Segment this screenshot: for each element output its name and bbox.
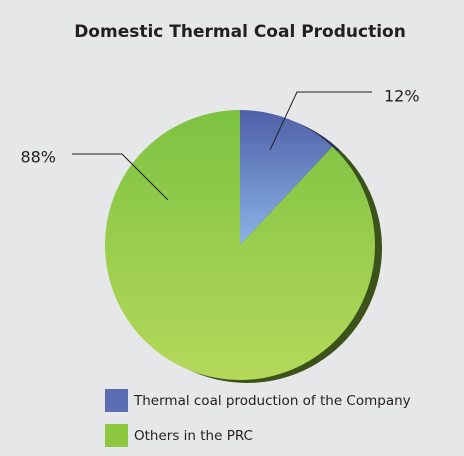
legend-label: Thermal coal production of the Company xyxy=(133,393,411,409)
slice xyxy=(105,110,375,380)
data-label: 88% xyxy=(20,148,56,167)
leader-line xyxy=(269,91,372,151)
leader-line xyxy=(72,153,169,201)
chart-title: Domestic Thermal Coal Production xyxy=(74,22,406,42)
data-label: 12% xyxy=(384,87,420,106)
legend-swatch xyxy=(105,424,128,447)
legend-swatch xyxy=(105,389,128,412)
slice xyxy=(240,110,333,245)
legend-label: Others in the PRC xyxy=(134,428,253,444)
